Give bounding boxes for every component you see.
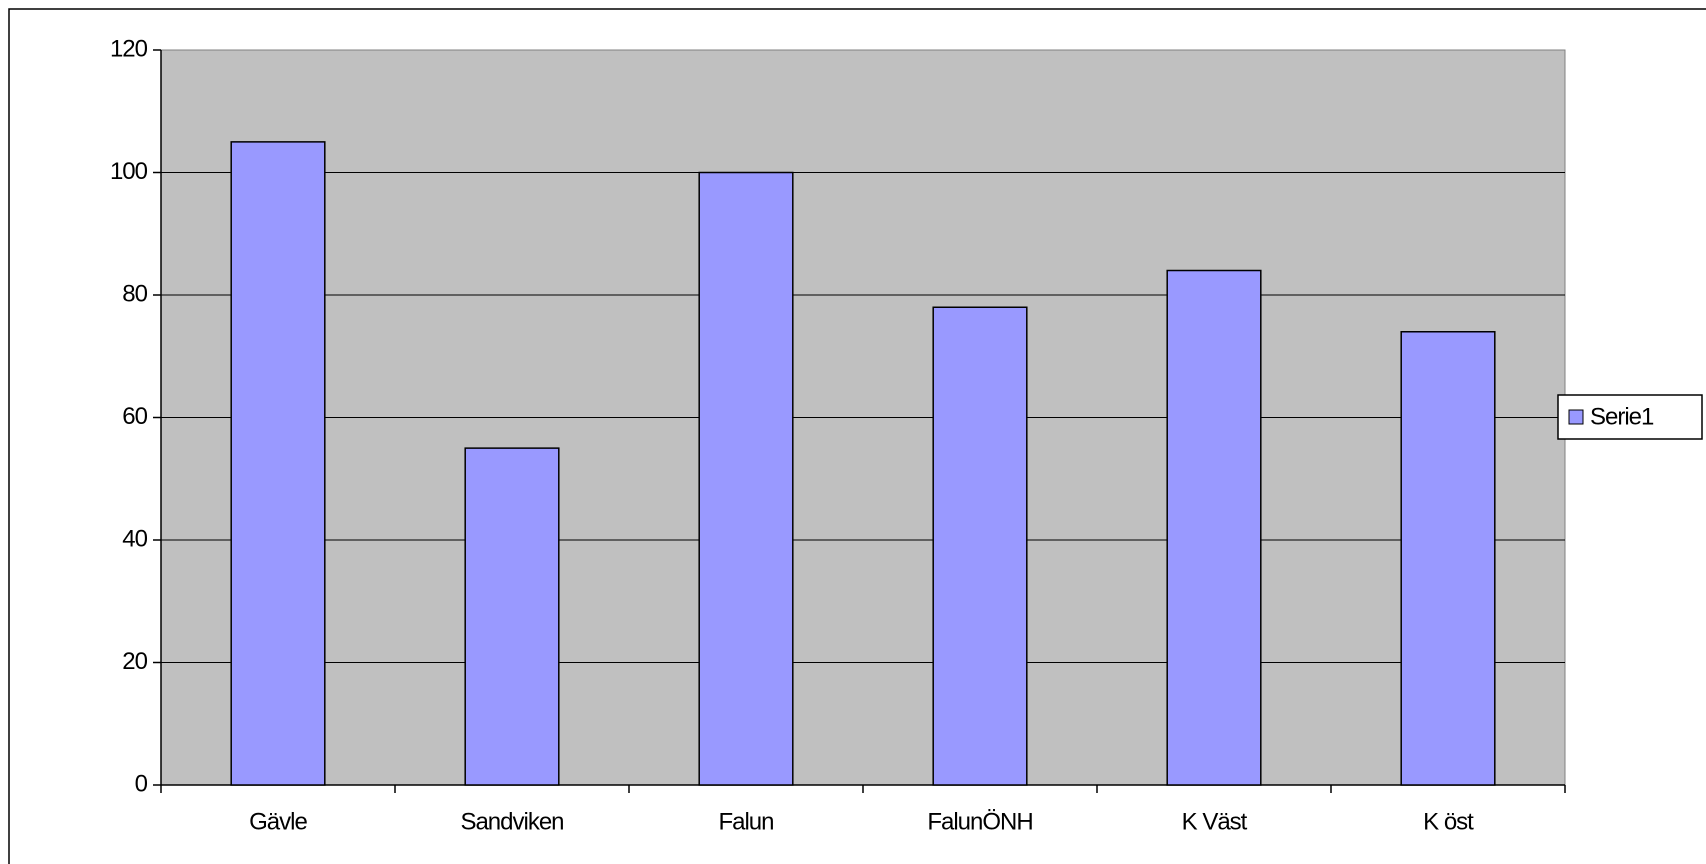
- x-tick-label: Gävle: [249, 808, 307, 835]
- bar: [1400, 331, 1496, 786]
- bar: [464, 447, 560, 786]
- x-tick-label: K öst: [1423, 808, 1474, 835]
- y-tick-label: 120: [110, 35, 148, 62]
- x-tick-label: K Väst: [1182, 808, 1248, 835]
- y-tick-label: 20: [122, 648, 147, 675]
- x-tick-label: FalunÖNH: [927, 808, 1032, 835]
- x-tick-label: Falun: [718, 808, 773, 835]
- bar: [1166, 269, 1262, 786]
- y-tick-label: 100: [110, 158, 148, 185]
- bar: [230, 141, 326, 786]
- y-tick-label: 40: [122, 525, 147, 552]
- bar: [698, 171, 794, 786]
- legend-swatch: [1568, 409, 1584, 425]
- y-tick-label: 60: [122, 403, 147, 430]
- y-tick-label: 0: [135, 770, 148, 797]
- x-tick-label: Sandviken: [460, 808, 563, 835]
- bar: [932, 306, 1028, 786]
- y-tick-label: 80: [122, 280, 147, 307]
- legend-label: Serie1: [1590, 403, 1654, 430]
